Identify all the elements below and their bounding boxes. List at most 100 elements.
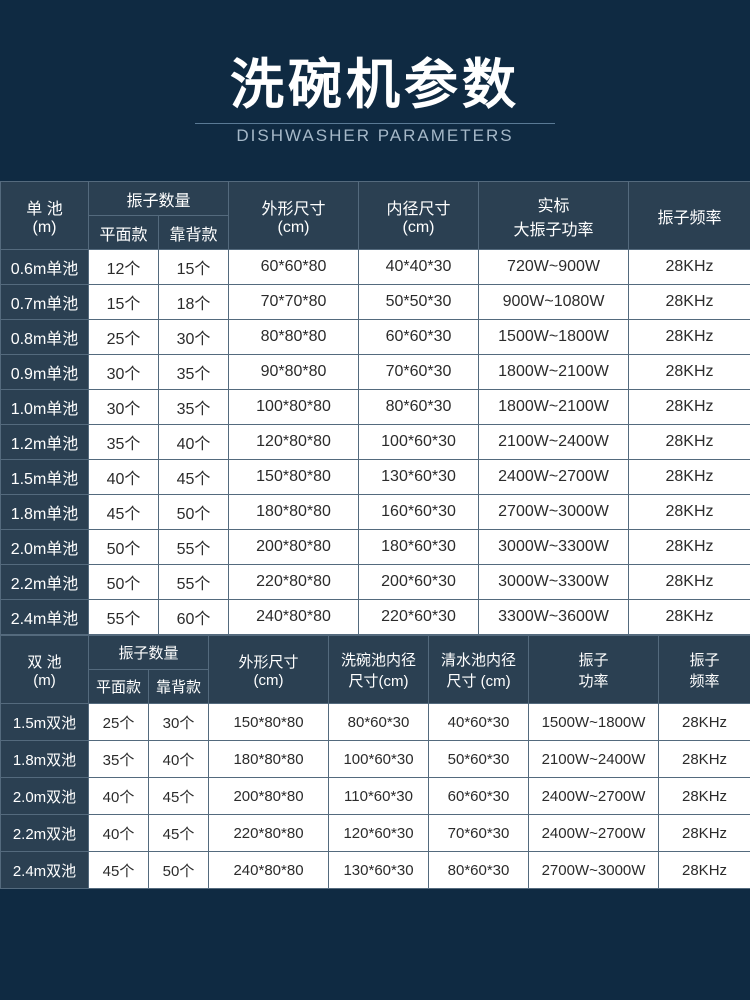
col-outer: 外形尺寸(cm)	[229, 182, 359, 250]
row-head-cell: 0.6m单池	[1, 250, 89, 285]
data-cell: 1800W~2100W	[479, 390, 629, 425]
data-cell: 28KHz	[629, 285, 750, 320]
data-cell: 30个	[89, 355, 159, 390]
data-cell: 70*70*80	[229, 285, 359, 320]
row-head-cell: 1.0m单池	[1, 390, 89, 425]
data-cell: 120*60*30	[329, 815, 429, 852]
table-row: 2.2m双池40个45个220*80*80120*60*3070*60*3024…	[1, 815, 750, 852]
col-wash-inner: 洗碗池内径尺寸(cm)	[329, 636, 429, 704]
data-cell: 200*80*80	[229, 530, 359, 565]
data-cell: 50个	[89, 530, 159, 565]
row-head-cell: 0.8m单池	[1, 320, 89, 355]
title-cn: 洗碗机参数	[0, 40, 750, 119]
col-vib-count: 振子数量	[89, 636, 209, 670]
data-cell: 28KHz	[659, 815, 750, 852]
data-cell: 200*80*80	[209, 778, 329, 815]
data-cell: 35个	[89, 741, 149, 778]
data-cell: 55个	[159, 565, 229, 600]
data-cell: 28KHz	[629, 530, 750, 565]
col-freq: 振子频率	[659, 636, 750, 704]
data-cell: 30个	[149, 704, 209, 741]
col-power: 振子功率	[529, 636, 659, 704]
data-cell: 70*60*30	[429, 815, 529, 852]
col-outer: 外形尺寸(cm)	[209, 636, 329, 704]
data-cell: 45个	[149, 815, 209, 852]
data-cell: 30个	[89, 390, 159, 425]
table-row: 2.0m单池50个55个200*80*80180*60*303000W~3300…	[1, 530, 750, 565]
data-cell: 28KHz	[629, 565, 750, 600]
data-cell: 25个	[89, 320, 159, 355]
data-cell: 80*60*30	[329, 704, 429, 741]
data-cell: 720W~900W	[479, 250, 629, 285]
data-cell: 220*80*80	[229, 565, 359, 600]
table-row: 0.9m单池30个35个90*80*8070*60*301800W~2100W2…	[1, 355, 750, 390]
row-head-cell: 0.7m单池	[1, 285, 89, 320]
table-row: 2.4m双池45个50个240*80*80130*60*3080*60*3027…	[1, 852, 750, 889]
data-cell: 35个	[159, 355, 229, 390]
table-row: 1.8m双池35个40个180*80*80100*60*3050*60*3021…	[1, 741, 750, 778]
data-cell: 28KHz	[629, 460, 750, 495]
row-head-cell: 2.4m双池	[1, 852, 89, 889]
data-cell: 40个	[149, 741, 209, 778]
data-cell: 50*50*30	[359, 285, 479, 320]
data-cell: 100*60*30	[329, 741, 429, 778]
row-head-cell: 1.5m单池	[1, 460, 89, 495]
data-cell: 15个	[89, 285, 159, 320]
data-cell: 240*80*80	[229, 600, 359, 635]
table-row: 2.2m单池50个55个220*80*80200*60*303000W~3300…	[1, 565, 750, 600]
data-cell: 60*60*30	[359, 320, 479, 355]
data-cell: 220*80*80	[209, 815, 329, 852]
data-cell: 900W~1080W	[479, 285, 629, 320]
data-cell: 35个	[89, 425, 159, 460]
data-cell: 15个	[159, 250, 229, 285]
data-cell: 55个	[89, 600, 159, 635]
data-cell: 28KHz	[659, 741, 750, 778]
table-row: 0.7m单池15个18个70*70*8050*50*30900W~1080W28…	[1, 285, 750, 320]
row-head-cell: 1.2m单池	[1, 425, 89, 460]
data-cell: 180*80*80	[229, 495, 359, 530]
data-cell: 80*60*30	[359, 390, 479, 425]
data-cell: 50个	[149, 852, 209, 889]
row-head-cell: 2.2m单池	[1, 565, 89, 600]
col-freq: 振子频率	[629, 182, 750, 250]
row-head-cell: 1.5m双池	[1, 704, 89, 741]
data-cell: 45个	[89, 852, 149, 889]
data-cell: 50个	[89, 565, 159, 600]
data-cell: 2700W~3000W	[479, 495, 629, 530]
table-row: 2.4m单池55个60个240*80*80220*60*303300W~3600…	[1, 600, 750, 635]
data-cell: 2400W~2700W	[529, 778, 659, 815]
col-clean-inner: 清水池内径尺寸 (cm)	[429, 636, 529, 704]
single-pool-table: 单 池(m) 振子数量 外形尺寸(cm) 内径尺寸(cm) 实标大振子功率 振子…	[0, 181, 750, 635]
data-cell: 12个	[89, 250, 159, 285]
data-cell: 18个	[159, 285, 229, 320]
data-cell: 28KHz	[659, 704, 750, 741]
data-cell: 28KHz	[659, 778, 750, 815]
table-row: 1.2m单池35个40个120*80*80100*60*302100W~2400…	[1, 425, 750, 460]
data-cell: 150*80*80	[229, 460, 359, 495]
data-cell: 45个	[159, 460, 229, 495]
col-back: 靠背款	[159, 216, 229, 250]
data-cell: 28KHz	[629, 320, 750, 355]
data-cell: 28KHz	[629, 425, 750, 460]
data-cell: 2400W~2700W	[479, 460, 629, 495]
data-cell: 25个	[89, 704, 149, 741]
data-cell: 200*60*30	[359, 565, 479, 600]
data-cell: 2100W~2400W	[529, 741, 659, 778]
data-cell: 160*60*30	[359, 495, 479, 530]
data-cell: 55个	[159, 530, 229, 565]
col-back: 靠背款	[149, 670, 209, 704]
data-cell: 2100W~2400W	[479, 425, 629, 460]
table-row: 1.5m单池40个45个150*80*80130*60*302400W~2700…	[1, 460, 750, 495]
table-row: 1.0m单池30个35个100*80*8080*60*301800W~2100W…	[1, 390, 750, 425]
data-cell: 45个	[89, 495, 159, 530]
data-cell: 60个	[159, 600, 229, 635]
table-row: 1.5m双池25个30个150*80*8080*60*3040*60*30150…	[1, 704, 750, 741]
data-cell: 45个	[149, 778, 209, 815]
data-cell: 28KHz	[629, 495, 750, 530]
data-cell: 90*80*80	[229, 355, 359, 390]
data-cell: 120*80*80	[229, 425, 359, 460]
title-en: DISHWASHER PARAMETERS	[0, 126, 750, 146]
data-cell: 40个	[89, 815, 149, 852]
data-cell: 40*40*30	[359, 250, 479, 285]
data-cell: 28KHz	[629, 355, 750, 390]
